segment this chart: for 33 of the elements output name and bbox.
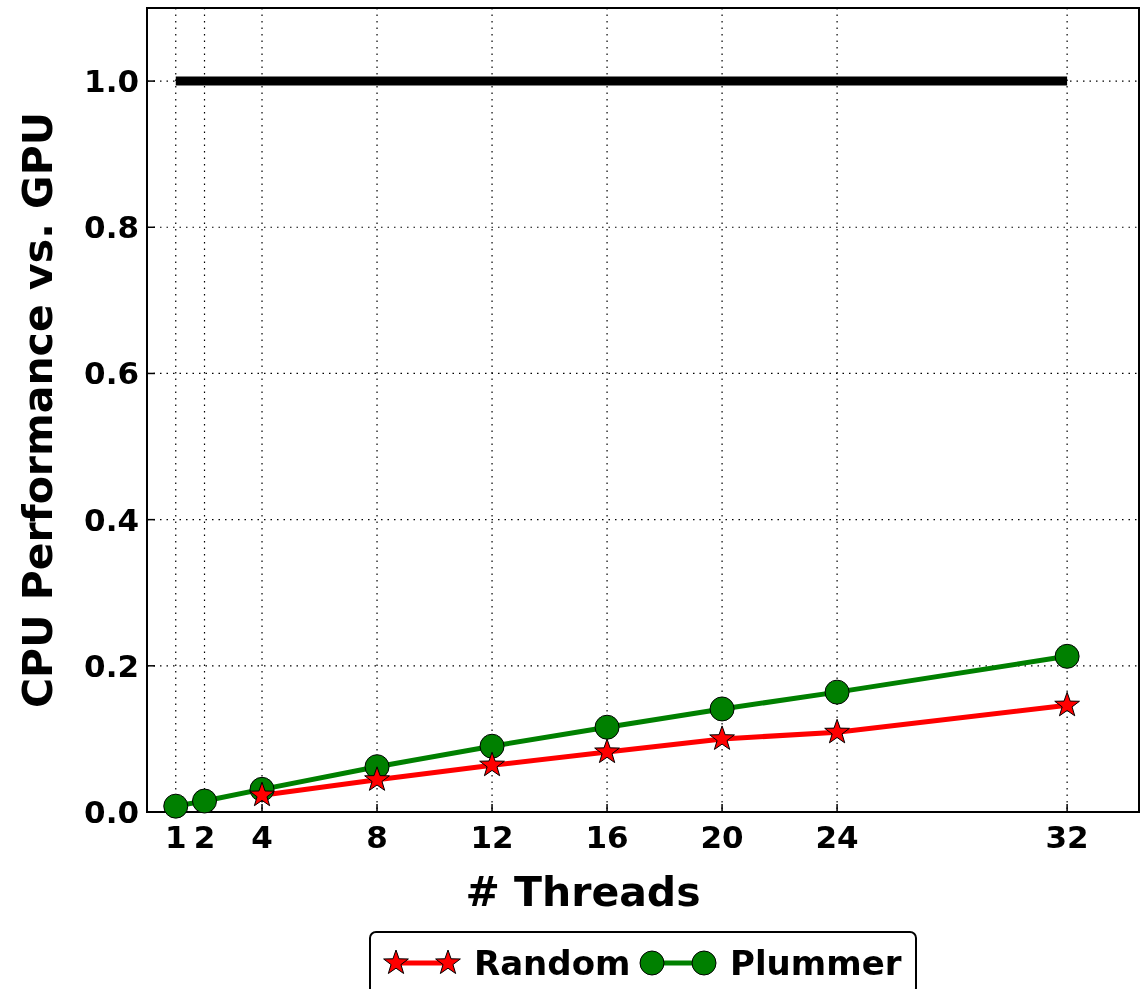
y-axis-title: CPU Performance vs. GPU — [14, 112, 62, 708]
x-tick-label: 8 — [366, 819, 388, 855]
point — [364, 766, 390, 791]
point — [249, 781, 275, 807]
y-tick-label: 0.0 — [84, 794, 139, 830]
x-tick-label: 2 — [193, 819, 216, 855]
legend-label: Random — [474, 943, 631, 983]
y-tick-label: 0.6 — [84, 355, 139, 392]
y-tick-label: 0.8 — [84, 209, 139, 246]
point — [1054, 691, 1080, 717]
y-tick-label: 0.4 — [84, 501, 139, 538]
x-tick-label: 24 — [815, 819, 859, 855]
x-tick-label: 16 — [585, 819, 629, 855]
x-axis-title: # Threads — [465, 868, 701, 916]
point — [594, 714, 620, 740]
x-tick-label: 4 — [251, 819, 273, 855]
point — [163, 793, 189, 819]
point — [192, 788, 218, 814]
point — [479, 733, 505, 759]
x-tick-label: 20 — [700, 819, 744, 855]
y-tick-label: 0.2 — [84, 647, 139, 684]
point — [824, 679, 850, 705]
x-tick-label: 32 — [1045, 819, 1089, 855]
y-tick-label: 1.0 — [84, 63, 139, 100]
point — [1054, 643, 1080, 669]
point — [594, 738, 620, 764]
point — [709, 725, 735, 750]
point — [479, 751, 505, 777]
x-tick-label: 12 — [470, 819, 514, 855]
point — [824, 718, 850, 744]
x-tick-label: 1 — [164, 819, 187, 855]
legend-label: Plummer — [730, 943, 902, 983]
point — [709, 696, 735, 722]
